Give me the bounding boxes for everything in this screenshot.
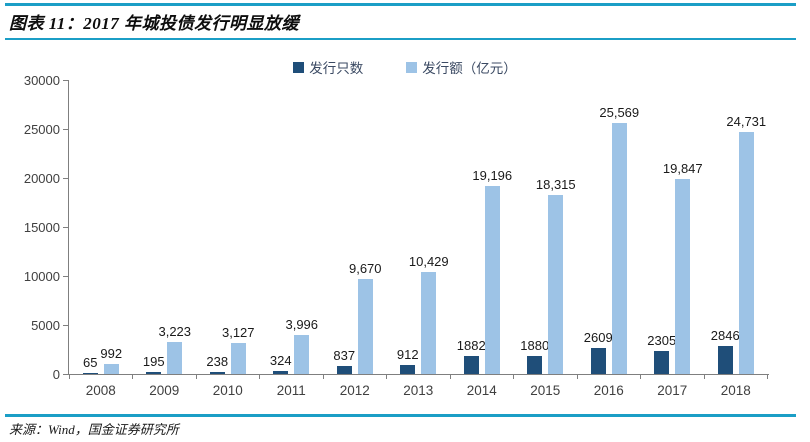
y-axis-tick xyxy=(63,227,68,228)
bar-issuance-amount xyxy=(675,179,691,374)
x-category-label: 2014 xyxy=(466,383,497,398)
ytick-label: 0 xyxy=(52,366,60,382)
x-axis-tick xyxy=(576,375,578,379)
legend-item-issuance-count: 发行只数 xyxy=(293,57,363,77)
bar-issuance-count-label: 1882 xyxy=(456,337,486,353)
chart-legend: 发行只数 发行额（亿元） xyxy=(0,57,810,77)
bar-issuance-count-label: 837 xyxy=(333,347,356,363)
bar-issuance-count xyxy=(590,348,606,374)
bar-issuance-amount-label: 24,731 xyxy=(726,113,767,129)
bar-issuance-count-label: 912 xyxy=(396,347,419,363)
x-axis-tick xyxy=(767,375,768,379)
y-axis-tick xyxy=(63,80,68,81)
bar-issuance-amount-label: 10,429 xyxy=(408,253,449,269)
x-axis-tick xyxy=(68,375,70,379)
chart-title: 图表 11：2017 年城投债发行明显放缓 xyxy=(9,14,300,33)
source-note: 来源：Wind，国金证券研究所 xyxy=(9,422,179,437)
bar-issuance-amount-label: 9,670 xyxy=(348,261,382,277)
x-category-label: 2008 xyxy=(85,383,116,398)
bar-issuance-count-label: 195 xyxy=(142,354,165,370)
y-axis-line xyxy=(68,80,69,374)
x-axis-tick xyxy=(449,375,451,379)
footer-rule xyxy=(5,414,796,417)
bar-issuance-amount-label: 25,569 xyxy=(599,105,640,121)
title-rule-top xyxy=(5,3,796,6)
bar-issuance-count xyxy=(527,355,543,374)
bar-issuance-amount-label: 3,996 xyxy=(285,316,319,332)
bar-issuance-amount-label: 19,196 xyxy=(472,167,513,183)
bar-issuance-amount xyxy=(167,342,183,374)
legend-swatch-light-icon xyxy=(406,61,418,73)
bar-issuance-amount xyxy=(230,343,246,374)
bar-issuance-amount xyxy=(421,271,437,374)
x-category-label: 2018 xyxy=(720,383,751,398)
x-category-label: 2016 xyxy=(593,383,624,398)
bar-issuance-count-label: 2609 xyxy=(583,330,613,346)
bar-issuance-amount xyxy=(738,131,754,374)
legend-label-issuance-amount: 发行额（亿元） xyxy=(422,61,517,76)
bar-issuance-count xyxy=(82,373,98,374)
bar-issuance-count xyxy=(146,372,162,374)
x-category-label: 2013 xyxy=(403,383,434,398)
y-axis-tick xyxy=(63,129,68,130)
x-axis-line xyxy=(68,374,769,375)
legend-item-issuance-amount: 发行额（亿元） xyxy=(406,57,517,77)
bar-issuance-amount-label: 992 xyxy=(100,346,123,362)
title-rule-bottom xyxy=(5,38,796,40)
x-category-label: 2010 xyxy=(212,383,243,398)
bar-issuance-count xyxy=(336,365,352,374)
bar-issuance-count-label: 65 xyxy=(83,355,98,370)
bar-issuance-amount xyxy=(484,185,500,374)
bar-issuance-amount xyxy=(548,194,564,374)
bar-issuance-amount xyxy=(294,334,310,374)
x-axis-tick xyxy=(195,375,197,379)
legend-swatch-dark-icon xyxy=(293,61,305,73)
bar-issuance-count xyxy=(654,351,670,374)
y-axis-tick xyxy=(63,325,68,326)
x-axis-tick xyxy=(386,375,387,379)
ytick-label: 5000 xyxy=(31,317,60,333)
x-category-label: 2009 xyxy=(149,383,180,398)
y-axis-tick xyxy=(63,276,68,277)
ytick-label: 30000 xyxy=(23,72,60,88)
y-axis-tick xyxy=(63,178,68,179)
ytick-label: 15000 xyxy=(23,219,60,235)
x-category-label: 2017 xyxy=(657,383,688,398)
x-category-label: 2015 xyxy=(530,383,561,398)
bar-issuance-amount xyxy=(611,123,627,374)
x-axis-tick xyxy=(640,375,641,379)
x-axis-tick xyxy=(513,375,514,379)
bar-issuance-count-label: 1880 xyxy=(520,337,550,353)
x-axis-tick xyxy=(322,375,324,379)
x-axis-tick xyxy=(132,375,133,379)
legend-label-issuance-count: 发行只数 xyxy=(309,61,364,76)
bar-issuance-count-label: 2305 xyxy=(647,333,677,349)
bar-issuance-amount-label: 19,847 xyxy=(662,161,703,177)
bar-issuance-amount-label: 18,315 xyxy=(535,176,576,192)
bar-issuance-count xyxy=(209,371,225,374)
x-axis-tick xyxy=(703,375,705,379)
bar-issuance-count-label: 2846 xyxy=(710,328,740,344)
x-category-label: 2012 xyxy=(339,383,370,398)
bar-issuance-amount xyxy=(357,279,373,374)
bar-issuance-amount xyxy=(103,364,119,374)
bar-issuance-count xyxy=(273,370,289,374)
y-axis-tick xyxy=(63,374,68,375)
bar-issuance-count xyxy=(463,355,479,374)
bar-issuance-count-label: 324 xyxy=(269,352,292,368)
x-axis-tick xyxy=(259,375,260,379)
bar-issuance-count xyxy=(717,346,733,374)
bar-issuance-amount-label: 3,127 xyxy=(221,325,255,341)
ytick-label: 25000 xyxy=(23,121,60,137)
ytick-label: 10000 xyxy=(23,268,60,284)
ytick-label: 20000 xyxy=(23,170,60,186)
bar-issuance-amount-label: 3,223 xyxy=(158,324,192,340)
bar-issuance-count xyxy=(400,365,416,374)
bar-issuance-count-label: 238 xyxy=(206,353,229,369)
x-category-label: 2011 xyxy=(276,383,306,398)
